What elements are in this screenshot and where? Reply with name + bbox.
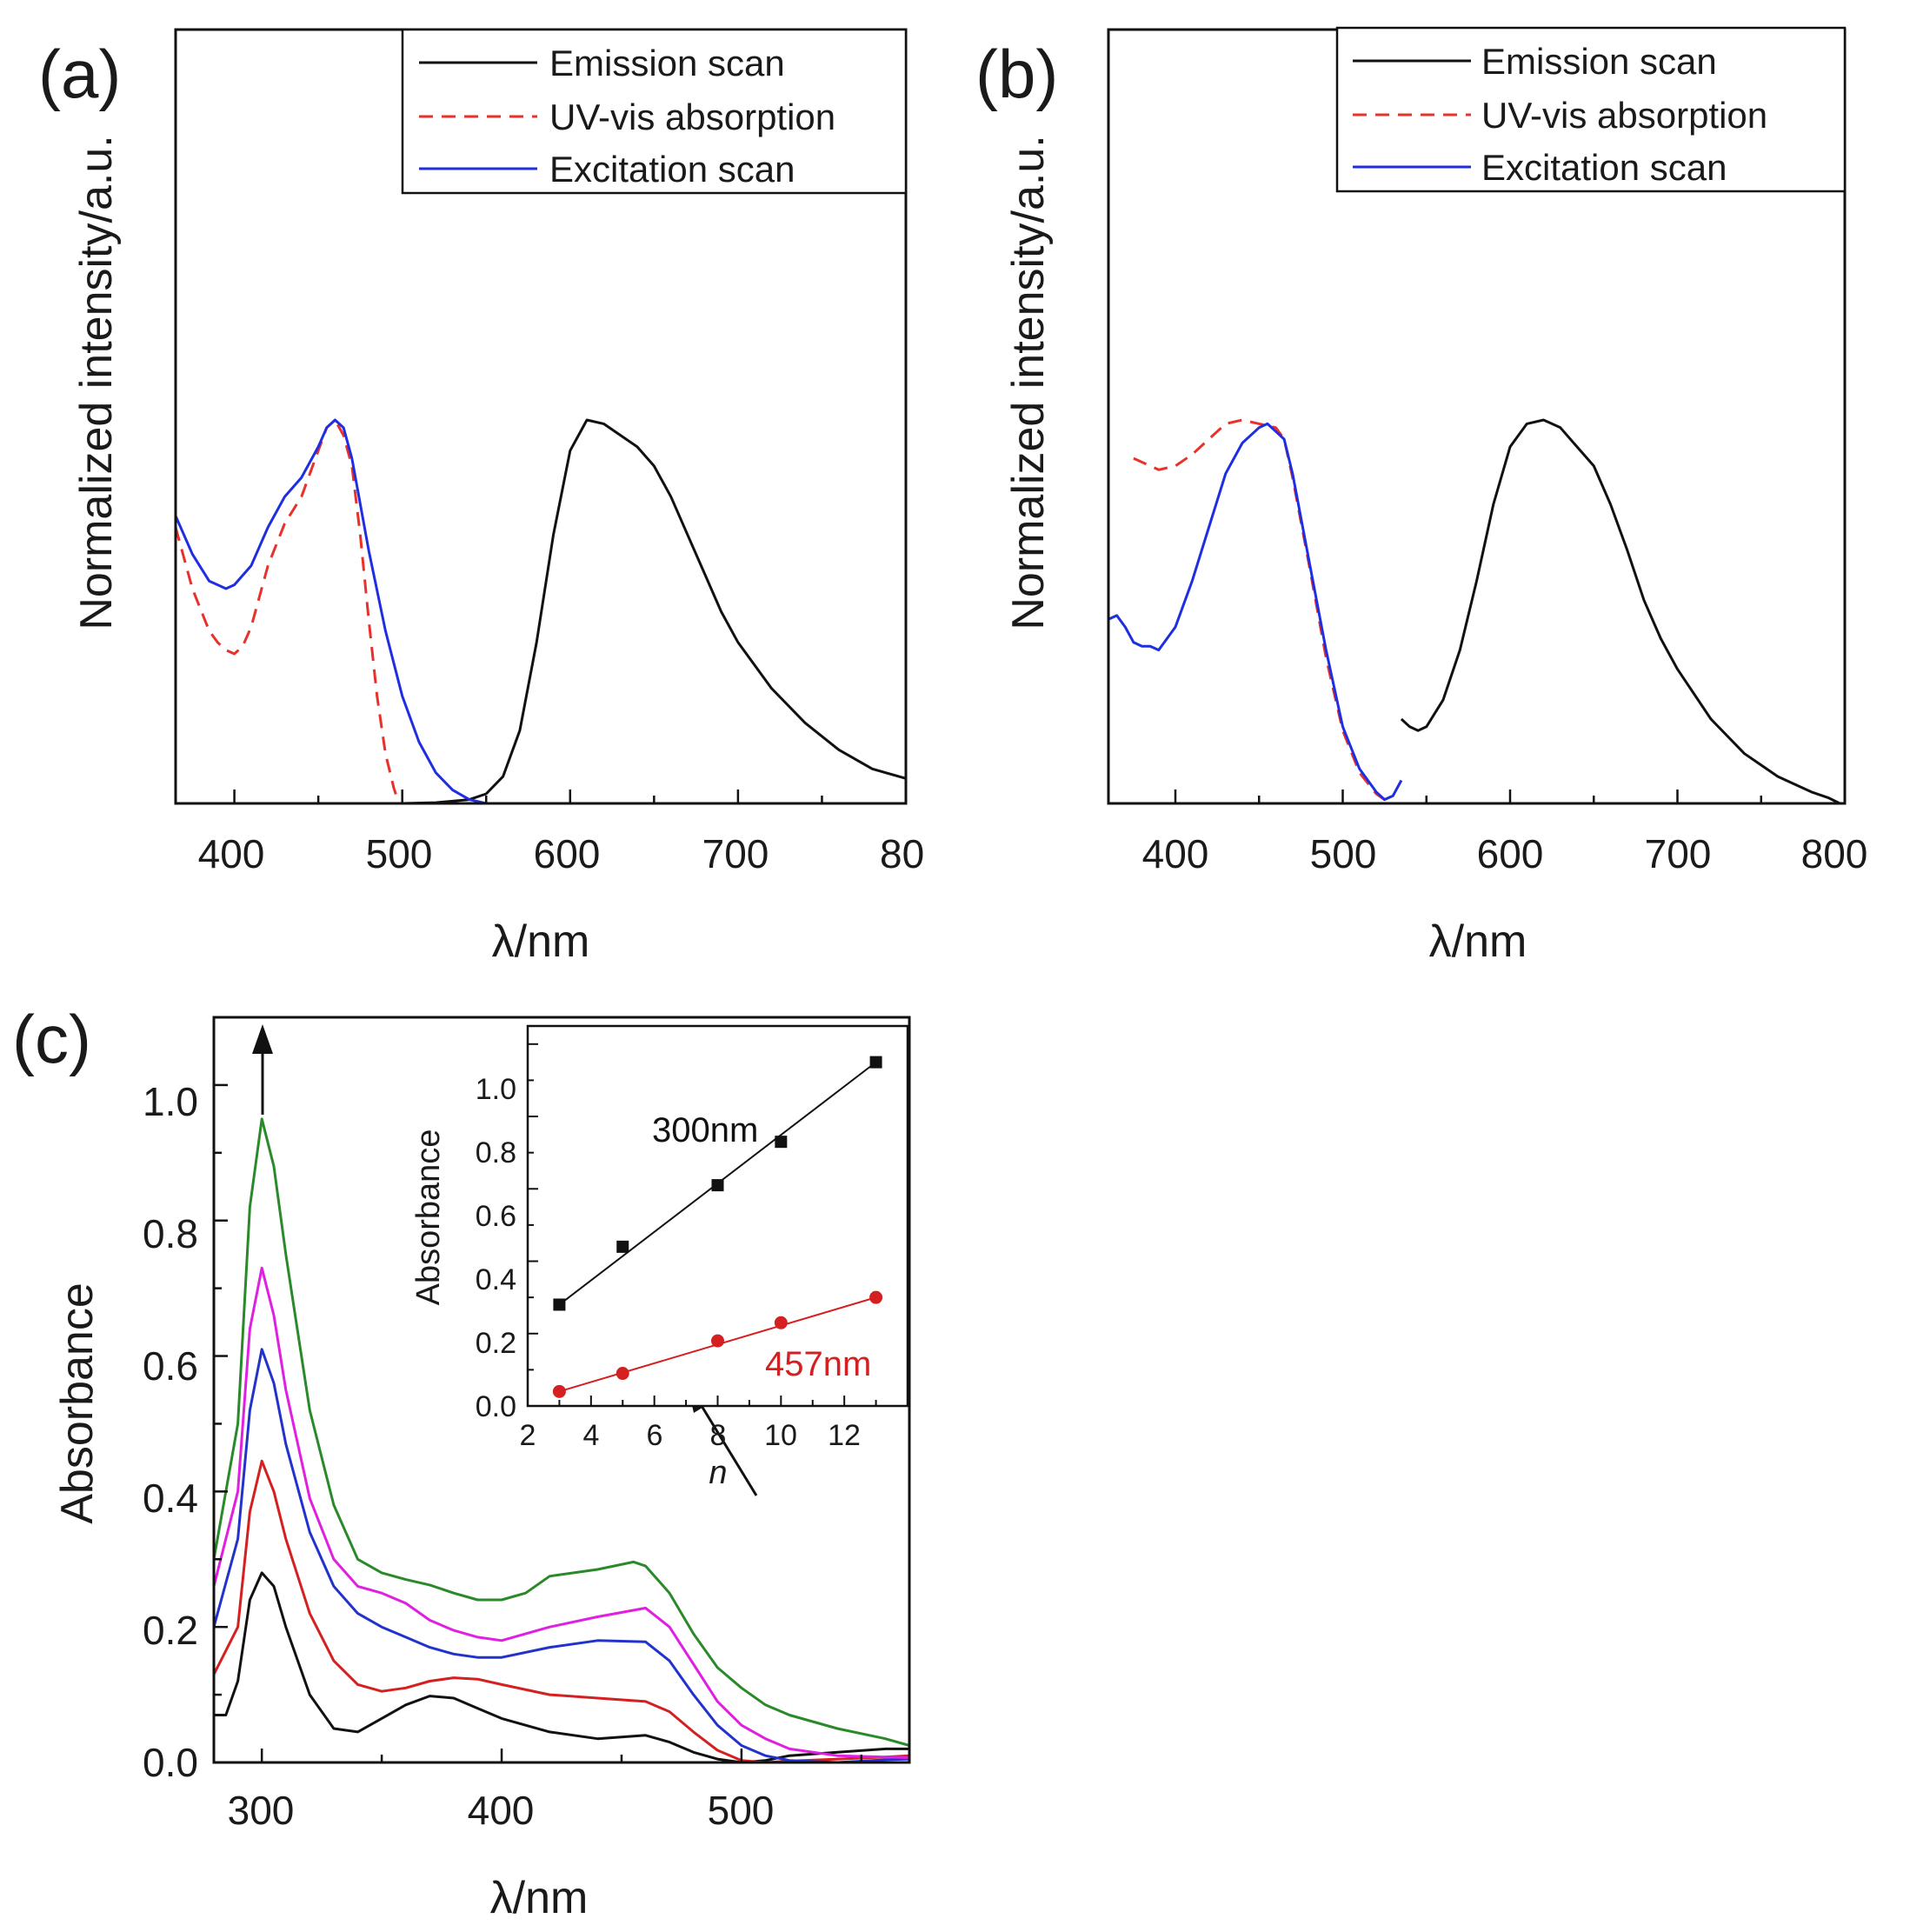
inset-ticks — [527, 1043, 908, 1407]
panel-c-y-tick-label-1.0: 1.0 — [143, 1079, 198, 1124]
panel-a-x-tick-label-800: 80 — [880, 831, 924, 876]
panel-a-series-uv-vis-absorption — [174, 418, 401, 804]
inset-x-tick-label-12: 12 — [828, 1419, 861, 1452]
panel-c-series-n-10 — [212, 1266, 910, 1759]
inset-point-457nm-n10 — [774, 1316, 788, 1329]
panel-a-legend-label-uvvis: UV-vis absorption — [549, 97, 835, 137]
panel-c-arrow-up-300nm — [252, 1024, 273, 1115]
inset-y-tick-label-0.8: 0.8 — [476, 1136, 516, 1169]
panel-a-legend: Emission scan UV-vis absorption Excitati… — [401, 28, 908, 195]
panel-b-x-tick-label-600: 600 — [1477, 831, 1544, 876]
inset-y-tick-label-1.0: 1.0 — [476, 1073, 516, 1106]
inset-label-457nm: 457nm — [765, 1345, 871, 1383]
panel-c-series-n-8 — [212, 1348, 910, 1764]
panel-b: (b) Normalized intensity/a.u. 400 500 60… — [975, 26, 1868, 967]
inset-point-300nm-n3 — [553, 1298, 566, 1311]
inset-point-457nm-n8 — [711, 1334, 724, 1348]
panel-a-x-ticks — [233, 789, 908, 803]
panel-c-y-tick-label-0.6: 0.6 — [143, 1343, 198, 1389]
inset-x-tick-label-2: 2 — [520, 1419, 536, 1452]
inset-point-300nm-n5 — [616, 1240, 629, 1253]
inset-y-tick-label-0.2: 0.2 — [476, 1327, 516, 1360]
panel-b-legend-box — [1335, 26, 1847, 193]
inset-plot — [552, 1056, 883, 1398]
panel-a-legend-label-emission: Emission scan — [549, 43, 785, 83]
panel-a-x-tick-label-400: 400 — [198, 831, 265, 876]
inset-x-tick-label-8: 8 — [710, 1419, 727, 1452]
inset-label-300nm: 300nm — [652, 1111, 758, 1149]
panel-c-label: (c) — [12, 1001, 91, 1077]
panel-c: (c) Absorbance 300 400 500 0.0 0.2 0.4 0… — [12, 1001, 911, 1923]
panel-b-legend: Emission scan UV-vis absorption Excitati… — [1335, 26, 1847, 193]
inset-y-tick-label-0.6: 0.6 — [476, 1200, 516, 1233]
inset-y-tick-label-0.0: 0.0 — [476, 1390, 516, 1423]
panel-a-x-tick-label-700: 700 — [702, 831, 769, 876]
panel-b-legend-label-excitation: Excitation scan — [1481, 147, 1727, 188]
panel-b-legend-label-emission: Emission scan — [1481, 41, 1717, 82]
panel-a-x-tick-label-600: 600 — [534, 831, 601, 876]
inset-point-457nm-n5 — [616, 1367, 629, 1381]
panel-b-y-axis-title: Normalized intensity/a.u. — [1003, 135, 1054, 630]
panel-b-series-emission-scan — [1400, 418, 1840, 805]
panel-b-series-uv-vis-absorption — [1133, 418, 1394, 805]
panel-b-x-axis-title: λ/nm — [1429, 916, 1527, 967]
panel-c-inset: 0.0 0.2 0.4 0.6 0.8 1.0 2 4 6 8 10 12 n … — [410, 1024, 909, 1491]
inset-x-tick-label-10: 10 — [764, 1419, 797, 1452]
panel-a-plot-lines — [174, 418, 907, 805]
panel-a-label: (a) — [38, 36, 121, 112]
panel-c-x-axis-title: λ/nm — [490, 1873, 589, 1923]
panel-b-x-tick-label-400: 400 — [1142, 831, 1209, 876]
inset-point-457nm-n3 — [552, 1384, 566, 1398]
panel-a-y-axis-title: Normalized intensity/a.u. — [71, 135, 122, 630]
inset-point-457nm-n13 — [869, 1290, 883, 1304]
panel-a-legend-label-excitation: Excitation scan — [549, 149, 795, 190]
panel-b-x-tick-label-800: 800 — [1801, 831, 1868, 876]
inset-point-300nm-n13 — [869, 1056, 882, 1069]
inset-x-tick-label-4: 4 — [583, 1419, 600, 1452]
panel-b-x-tick-label-500: 500 — [1310, 831, 1377, 876]
panel-b-plot-lines — [1108, 418, 1840, 805]
inset-x-tick-label-6: 6 — [647, 1419, 663, 1452]
panel-c-y-tick-label-0.8: 0.8 — [143, 1211, 198, 1256]
panel-c-ticks — [214, 1083, 863, 1764]
panel-c-frame — [212, 1016, 911, 1764]
panel-b-x-ticks — [1174, 789, 1847, 803]
panel-c-series-n-13 — [212, 1117, 910, 1747]
panel-a-series-emission-scan — [402, 418, 907, 805]
panel-a-legend-box — [401, 28, 908, 195]
panel-a: (a) Normalized intensity/a.u. 400 500 60… — [38, 28, 924, 967]
inset-y-axis-title: Absorbance — [410, 1129, 447, 1306]
panel-c-x-tick-label-500: 500 — [708, 1788, 775, 1833]
panel-b-series-excitation-scan — [1108, 422, 1403, 802]
panel-c-y-tick-label-0.4: 0.4 — [143, 1476, 198, 1521]
panel-c-series-n-3 — [214, 1571, 909, 1764]
panel-b-label: (b) — [975, 36, 1058, 112]
panel-b-legend-label-uvvis: UV-vis absorption — [1481, 95, 1767, 136]
inset-point-300nm-n10 — [775, 1136, 788, 1149]
panel-c-x-tick-label-400: 400 — [468, 1788, 535, 1833]
panel-b-x-tick-label-700: 700 — [1645, 831, 1712, 876]
panel-a-x-axis-title: λ/nm — [492, 916, 590, 967]
inset-point-300nm-n8 — [711, 1179, 724, 1192]
panel-c-y-tick-label-0.0: 0.0 — [143, 1740, 198, 1785]
panel-c-x-tick-label-300: 300 — [228, 1788, 295, 1833]
panel-c-y-tick-label-0.2: 0.2 — [143, 1608, 198, 1653]
panel-a-x-tick-label-500: 500 — [366, 831, 433, 876]
panel-c-y-axis-title: Absorbance — [52, 1282, 103, 1524]
panel-a-series-excitation-scan — [174, 418, 487, 805]
inset-y-tick-label-0.4: 0.4 — [476, 1263, 516, 1296]
panel-c-series-n-5 — [212, 1459, 910, 1764]
inset-x-axis-title: n — [709, 1455, 727, 1491]
